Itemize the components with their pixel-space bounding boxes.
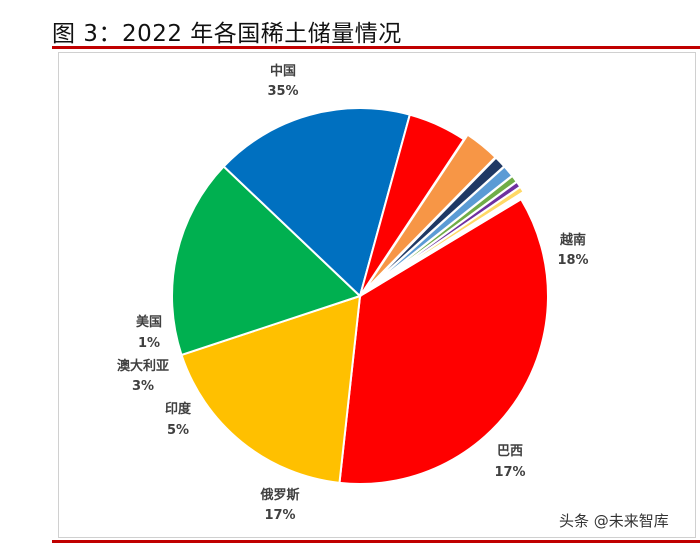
slice-value-label-2: 17% — [494, 465, 525, 480]
title-rule — [52, 46, 700, 49]
pie-labels: 中国 35% 越南 18% 巴西 17% 俄罗斯 17% 印度 5% 澳大利亚 3% 美国 1% — [117, 63, 589, 523]
watermark: 头条 @未来智库 — [555, 509, 673, 532]
slice-value-label-6: 1% — [138, 336, 160, 351]
bottom-rule — [52, 540, 700, 543]
pie-slice-1 — [180, 294, 362, 484]
pie-slice-11 — [364, 190, 528, 294]
slice-label-5: 澳大利亚 — [117, 358, 169, 374]
slice-label-1: 越南 — [559, 232, 586, 248]
slice-value-label-1: 18% — [557, 253, 588, 268]
slice-label-6: 美国 — [136, 314, 162, 330]
figure-title: 图 3：2022 年各国稀土储量情况 — [52, 21, 402, 47]
pie-slice-2 — [171, 165, 362, 357]
slice-label-0: 中国 — [270, 63, 296, 79]
slice-value-label-3: 17% — [264, 508, 295, 523]
pie-slice-0 — [338, 197, 549, 485]
slice-label-3: 俄罗斯 — [259, 487, 299, 503]
pie-slices — [171, 107, 549, 485]
slice-value-label-4: 5% — [167, 423, 189, 438]
chart-frame — [58, 52, 696, 538]
slice-label-4: 印度 — [165, 401, 192, 417]
pie-slice-3 — [222, 107, 412, 298]
slice-label-2: 巴西 — [497, 444, 523, 459]
slice-value-label-0: 35% — [267, 84, 298, 99]
slice-value-label-5: 3% — [132, 379, 154, 394]
